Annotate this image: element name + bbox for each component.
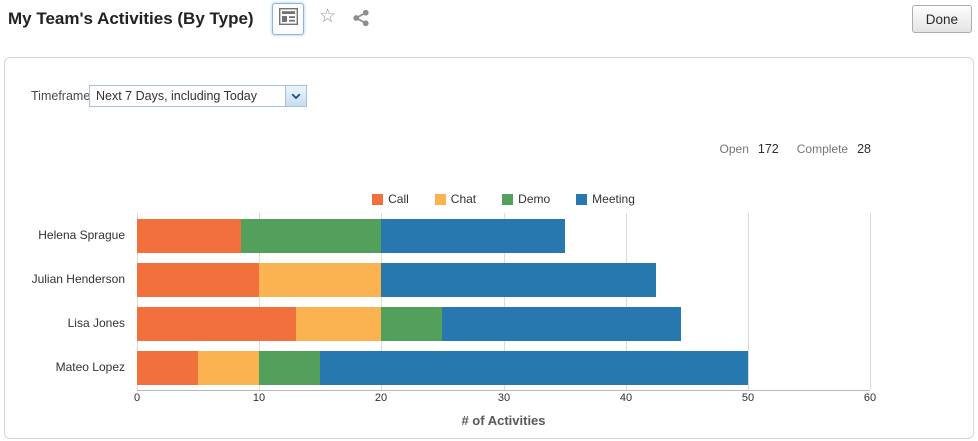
legend-item-call[interactable]: Call [372, 192, 409, 206]
complete-count: 28 [857, 142, 871, 156]
activities-panel: Timeframe Next 7 Days, including Today O… [4, 57, 974, 439]
chart-legend: Call Chat Demo Meeting [137, 192, 870, 206]
gridline [381, 213, 382, 390]
gridline [137, 213, 138, 390]
bar-segment-call[interactable] [137, 351, 198, 385]
done-button[interactable]: Done [911, 5, 972, 33]
legend-item-meeting[interactable]: Meeting [576, 192, 635, 206]
legend-label: Demo [518, 192, 551, 206]
bar-segment-demo[interactable] [381, 307, 442, 341]
bar-segment-chat[interactable] [198, 351, 259, 385]
x-axis-tick-label: 40 [619, 392, 633, 404]
gridline [504, 213, 505, 390]
x-axis-tick-label: 10 [252, 392, 266, 404]
y-axis-category-labels: Helena Sprague Julian Henderson Lisa Jones… [5, 213, 129, 390]
favorite-star-icon[interactable]: ☆ [319, 6, 337, 27]
bar-segment-meeting[interactable] [381, 219, 565, 253]
timeframe-selected-value: Next 7 Days, including Today [96, 89, 257, 103]
timeframe-select[interactable]: Next 7 Days, including Today [89, 85, 307, 107]
y-axis-category-label: Mateo Lopez [55, 360, 125, 374]
gridline [748, 213, 749, 390]
gridline [870, 213, 871, 390]
open-count: 172 [757, 142, 779, 156]
x-axis-tick-label: 50 [741, 392, 755, 404]
bar-segment-call[interactable] [137, 219, 241, 253]
legend-swatch-chat [434, 193, 446, 205]
x-axis-tick-label: 30 [497, 392, 511, 404]
bar-segment-chat[interactable] [296, 307, 381, 341]
share-icon[interactable] [352, 9, 370, 32]
x-axis-tick-label: 0 [133, 392, 141, 404]
bar-segment-meeting[interactable] [381, 263, 656, 297]
legend-swatch-call [372, 193, 384, 205]
bar-segment-call[interactable] [137, 263, 259, 297]
legend-label: Meeting [592, 192, 635, 206]
card-view-toggle-button[interactable] [272, 3, 304, 35]
timeframe-label: Timeframe [31, 89, 91, 103]
complete-label: Complete [796, 142, 849, 156]
chevron-down-icon[interactable] [285, 86, 306, 106]
y-axis-category-label: Helena Sprague [38, 228, 125, 242]
activity-summary: Open 172 Complete 28 [720, 142, 871, 156]
y-axis-category-label: Lisa Jones [67, 316, 125, 330]
bar-segment-demo[interactable] [241, 219, 381, 253]
legend-label: Chat [450, 192, 477, 206]
x-axis-tick-label: 20 [374, 392, 388, 404]
legend-swatch-demo [502, 193, 514, 205]
y-axis-category-label: Julian Henderson [31, 272, 125, 286]
bar-segment-meeting[interactable] [442, 307, 681, 341]
bar-segment-meeting[interactable] [320, 351, 748, 385]
legend-swatch-meeting [576, 193, 588, 205]
x-axis-tick-label: 60 [863, 392, 877, 404]
page-title: My Team's Activities (By Type) [8, 9, 254, 28]
bar-segment-chat[interactable] [259, 263, 381, 297]
gridline [259, 213, 260, 390]
card-view-icon [278, 7, 298, 30]
gridline [626, 213, 627, 390]
bar-segment-demo[interactable] [259, 351, 320, 385]
open-label: Open [719, 142, 749, 156]
legend-item-demo[interactable]: Demo [502, 192, 550, 206]
legend-label: Call [388, 192, 409, 206]
bar-segment-call[interactable] [137, 307, 296, 341]
x-axis-title: # of Activities [461, 413, 546, 428]
activities-bar-chart-plot [137, 213, 871, 391]
x-axis-tick-labels: 0 10 20 30 40 50 60 [133, 392, 876, 406]
legend-item-chat[interactable]: Chat [434, 192, 477, 206]
